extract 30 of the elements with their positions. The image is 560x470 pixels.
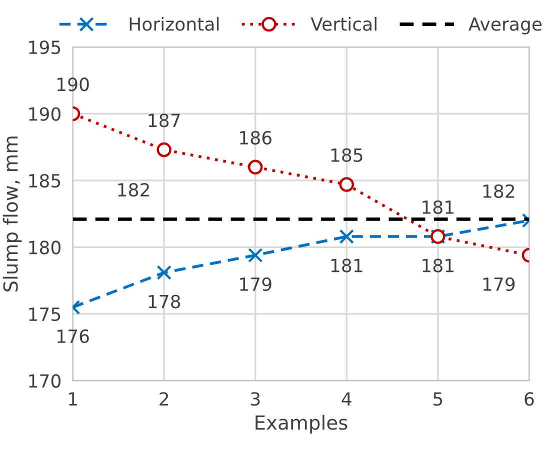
y-tick-label: 195 (29, 40, 60, 54)
data-label: 181 (331, 258, 362, 272)
data-label: 179 (240, 277, 272, 292)
legend-label: Horizontal (130, 16, 219, 31)
legend-label: Vertical (310, 16, 376, 31)
data-label: 181 (422, 200, 454, 214)
y-tick-label: 175 (29, 308, 60, 322)
data-label: 187 (148, 114, 180, 128)
data-label: 185 (331, 148, 362, 162)
data-label: 176 (58, 329, 89, 344)
y-tick-label: 180 (29, 240, 60, 254)
x-tick-label: 2 (160, 392, 168, 406)
data-label: 190 (58, 78, 89, 92)
data-label: 182 (118, 182, 149, 197)
data-label: 179 (483, 277, 515, 292)
data-label: 178 (148, 294, 180, 308)
x-tick-label: 5 (434, 392, 442, 406)
x-tick-label: 3 (250, 392, 260, 406)
legend-label: Average (468, 17, 542, 34)
y-axis-title: Slump flow, mm (2, 136, 22, 292)
data-label: 186 (240, 130, 272, 145)
x-axis-title: Examples (256, 414, 348, 434)
x-tick-label: 4 (342, 392, 352, 406)
x-tick-label: 6 (524, 392, 534, 406)
x-tick-label: 1 (69, 392, 77, 406)
y-tick-label: 170 (29, 374, 60, 388)
y-tick-label: 185 (29, 174, 60, 188)
y-tick-label: 190 (29, 107, 60, 121)
data-label: 182 (483, 184, 514, 198)
data-label: 181 (422, 258, 454, 272)
